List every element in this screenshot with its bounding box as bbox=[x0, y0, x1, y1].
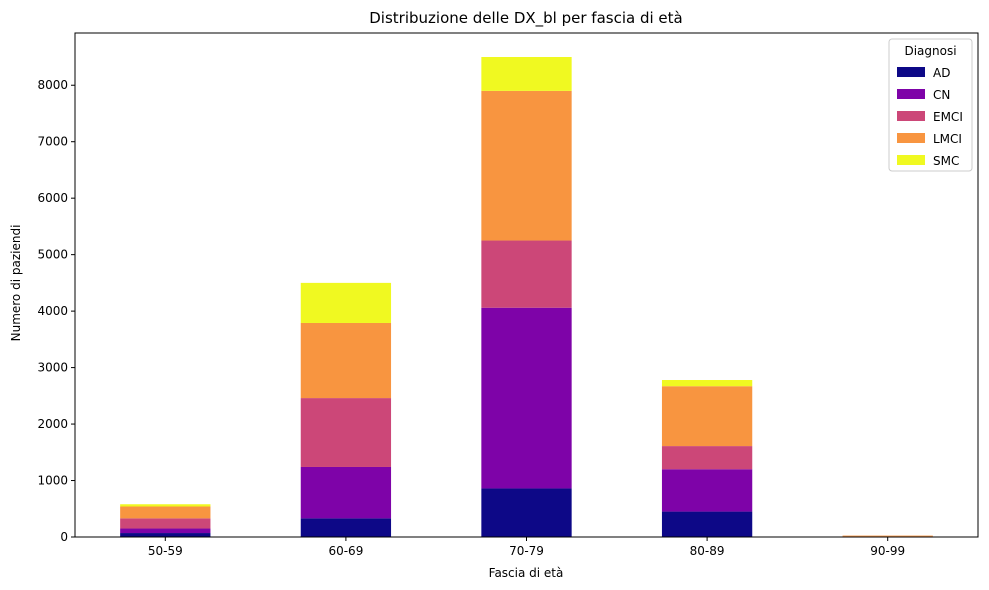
legend-swatch-emci bbox=[897, 111, 925, 121]
bar-cn-70-79 bbox=[481, 307, 572, 489]
bars-layer bbox=[120, 57, 933, 538]
bar-lmci-70-79 bbox=[481, 90, 572, 241]
bar-cn-80-89 bbox=[661, 469, 753, 512]
legend-title: Diagnosi bbox=[904, 44, 956, 58]
chart-title: Distribuzione delle DX_bl per fascia di … bbox=[369, 9, 682, 28]
bar-ad-70-79 bbox=[481, 488, 572, 537]
x-tick-label: 60-69 bbox=[328, 544, 363, 558]
legend-label-ad: AD bbox=[933, 66, 950, 80]
bar-emci-60-69 bbox=[300, 398, 392, 467]
legend-label-smc: SMC bbox=[933, 154, 959, 168]
bar-ad-60-69 bbox=[300, 518, 392, 537]
bar-emci-70-79 bbox=[481, 240, 572, 308]
legend-swatch-smc bbox=[897, 155, 925, 165]
bar-smc-50-59 bbox=[120, 504, 211, 507]
bar-emci-80-89 bbox=[661, 446, 753, 470]
axes-layer: 0 1000 2000 3000 4000 5000 6000 7000 8000 50-59 60… bbox=[37, 32, 979, 558]
bar-smc-60-69 bbox=[300, 282, 392, 323]
x-tick-label: 70-79 bbox=[509, 544, 544, 558]
bar-lmci-60-69 bbox=[300, 322, 392, 399]
bar-emci-50-59 bbox=[120, 518, 211, 529]
y-tick-label: 5000 bbox=[37, 248, 68, 262]
bar-smc-80-89 bbox=[661, 380, 753, 387]
y-tick-label: 8000 bbox=[37, 78, 68, 92]
x-tick-label: 90-99 bbox=[870, 544, 905, 558]
legend-swatch-cn bbox=[897, 89, 925, 99]
y-tick-label: 4000 bbox=[37, 304, 68, 318]
x-tick-label: 80-89 bbox=[690, 544, 725, 558]
bar-smc-70-79 bbox=[481, 57, 572, 91]
legend-box bbox=[888, 38, 973, 172]
y-tick-label: 2000 bbox=[37, 417, 68, 431]
y-tick-label: 0 bbox=[60, 530, 68, 544]
y-tick-label: 1000 bbox=[37, 474, 68, 488]
bar-lmci-80-89 bbox=[661, 386, 753, 447]
y-tick-label: 7000 bbox=[37, 135, 68, 149]
legend-label-emci: EMCI bbox=[933, 110, 963, 124]
bar-ad-80-89 bbox=[661, 511, 753, 537]
legend-swatch-ad bbox=[897, 67, 925, 77]
bar-cn-60-69 bbox=[300, 466, 392, 519]
y-tick-label: 6000 bbox=[37, 191, 68, 205]
y-axis-label: Numero di paziendi bbox=[9, 225, 23, 342]
bar-lmci-50-59 bbox=[120, 506, 211, 519]
legend-label-lmci: LMCI bbox=[933, 132, 962, 146]
bar-lmci-90-99 bbox=[842, 535, 933, 537]
x-axis-label: Fascia di età bbox=[489, 566, 564, 580]
bar-ad-50-59 bbox=[120, 533, 211, 537]
y-tick-label: 3000 bbox=[37, 361, 68, 375]
legend-swatch-lmci bbox=[897, 133, 925, 143]
x-tick-label: 50-59 bbox=[148, 544, 183, 558]
legend: Diagnosi AD CN EMCI LMCI SMC bbox=[888, 38, 973, 172]
bar-cn-50-59 bbox=[120, 528, 211, 534]
legend-label-cn: CN bbox=[933, 88, 950, 102]
